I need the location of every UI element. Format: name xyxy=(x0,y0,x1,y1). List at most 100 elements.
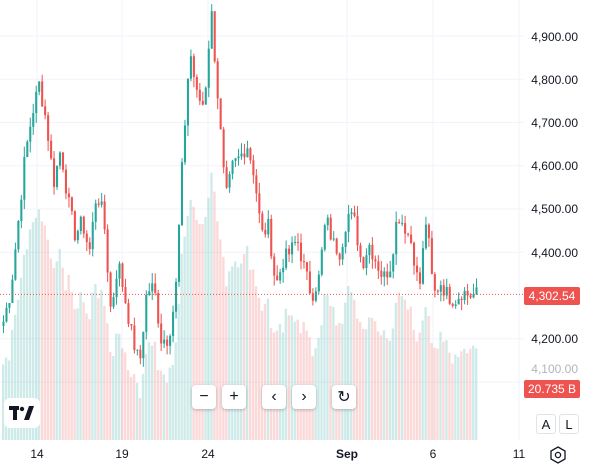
candle-body xyxy=(44,106,47,116)
volume-bar xyxy=(225,286,228,440)
volume-bar xyxy=(141,373,145,440)
volume-bar xyxy=(385,338,389,440)
candle-body xyxy=(240,153,243,157)
volume-bar xyxy=(115,333,118,440)
y-tick-label: 4,400.00 xyxy=(531,246,578,260)
candle-body xyxy=(222,129,225,168)
candle-body xyxy=(338,253,341,260)
volume-bar xyxy=(222,256,225,440)
volume-bar xyxy=(439,331,442,440)
volume-bar xyxy=(28,229,32,440)
volume-bar xyxy=(359,322,362,440)
candle-body xyxy=(17,220,20,250)
candle-body xyxy=(151,283,154,292)
log-scale-button[interactable]: L xyxy=(559,414,579,434)
volume-bar xyxy=(76,308,79,440)
volume-bar xyxy=(150,345,154,440)
volume-bar xyxy=(463,348,466,440)
volume-bar xyxy=(100,289,103,440)
candle-body xyxy=(270,218,273,257)
candle-body xyxy=(454,304,457,306)
candle-body xyxy=(335,238,338,254)
candle-body xyxy=(207,48,210,88)
candle-body xyxy=(448,286,451,304)
scroll-left-button[interactable]: ‹ xyxy=(262,385,286,409)
candle-body xyxy=(100,201,103,205)
y-tick-label: 4,900.00 xyxy=(531,30,578,44)
volume-tag: 20.735 B xyxy=(524,380,580,398)
candle-body xyxy=(377,261,380,271)
auto-scale-button[interactable]: A xyxy=(536,414,556,434)
candle-body xyxy=(311,293,314,301)
volume-bar xyxy=(376,331,380,440)
candle-body xyxy=(329,217,332,240)
candle-body xyxy=(350,212,353,214)
x-tick-label: 14 xyxy=(30,447,44,461)
candle-body xyxy=(204,87,207,105)
volume-bar xyxy=(135,382,139,440)
candle-body xyxy=(276,275,279,281)
candle-body xyxy=(61,152,65,170)
zoom-out-button[interactable]: − xyxy=(192,385,216,409)
candle-body xyxy=(133,325,136,351)
volume-bar xyxy=(329,305,332,440)
candle-body xyxy=(407,233,410,235)
candle-body xyxy=(20,199,23,221)
candle-body xyxy=(433,274,436,291)
candle-body xyxy=(314,291,317,301)
candle-body xyxy=(326,217,329,226)
candle-body xyxy=(362,257,365,269)
volume-bar xyxy=(213,191,216,440)
candle-body xyxy=(55,165,59,188)
reset-chart-button[interactable]: ↻ xyxy=(332,385,356,409)
volume-bar xyxy=(457,357,460,440)
candle-body xyxy=(258,193,261,214)
candle-body xyxy=(412,242,416,266)
scroll-right-button[interactable]: › xyxy=(292,385,316,409)
candle-body xyxy=(320,249,323,275)
volume-bar xyxy=(97,298,100,440)
volume-bar xyxy=(25,249,29,440)
volume-bar xyxy=(356,318,359,440)
zoom-in-button[interactable]: + xyxy=(222,385,246,409)
volume-bar xyxy=(234,261,237,440)
candle-body xyxy=(174,281,178,312)
volume-bar xyxy=(442,341,445,440)
volume-bar xyxy=(201,224,204,440)
y-tick-label: 4,800.00 xyxy=(531,73,578,87)
candle-body xyxy=(130,323,133,326)
volume-bar xyxy=(382,330,386,440)
candle-body xyxy=(371,244,374,260)
candle-body xyxy=(216,61,219,99)
candle-body xyxy=(439,285,442,292)
candle-body xyxy=(157,293,160,324)
volume-bar xyxy=(248,269,252,440)
candle-body xyxy=(415,265,419,273)
volume-bar xyxy=(475,348,478,440)
candle-body xyxy=(475,287,478,295)
volume-bar xyxy=(335,325,338,440)
volume-bar xyxy=(10,329,14,440)
x-tick-label: 24 xyxy=(201,447,215,461)
candle-body xyxy=(317,274,320,292)
settings-icon[interactable] xyxy=(549,446,567,464)
volume-bar xyxy=(403,299,406,440)
candle-body xyxy=(410,234,413,243)
candle-body xyxy=(424,224,427,249)
candle-body xyxy=(368,244,371,256)
volume-bar xyxy=(79,292,82,440)
volume-bar xyxy=(118,333,121,440)
volume-bar xyxy=(251,269,255,440)
last-price-tag: 4,302.54 xyxy=(524,287,580,305)
volume-bar xyxy=(317,338,320,440)
candle-body xyxy=(180,162,184,226)
volume-bar xyxy=(260,310,264,440)
candle-body xyxy=(183,125,187,163)
tradingview-logo[interactable] xyxy=(4,398,40,428)
volume-bar xyxy=(341,323,344,440)
volume-bar xyxy=(31,222,35,440)
candle-body xyxy=(463,290,466,300)
candle-body xyxy=(332,238,335,240)
